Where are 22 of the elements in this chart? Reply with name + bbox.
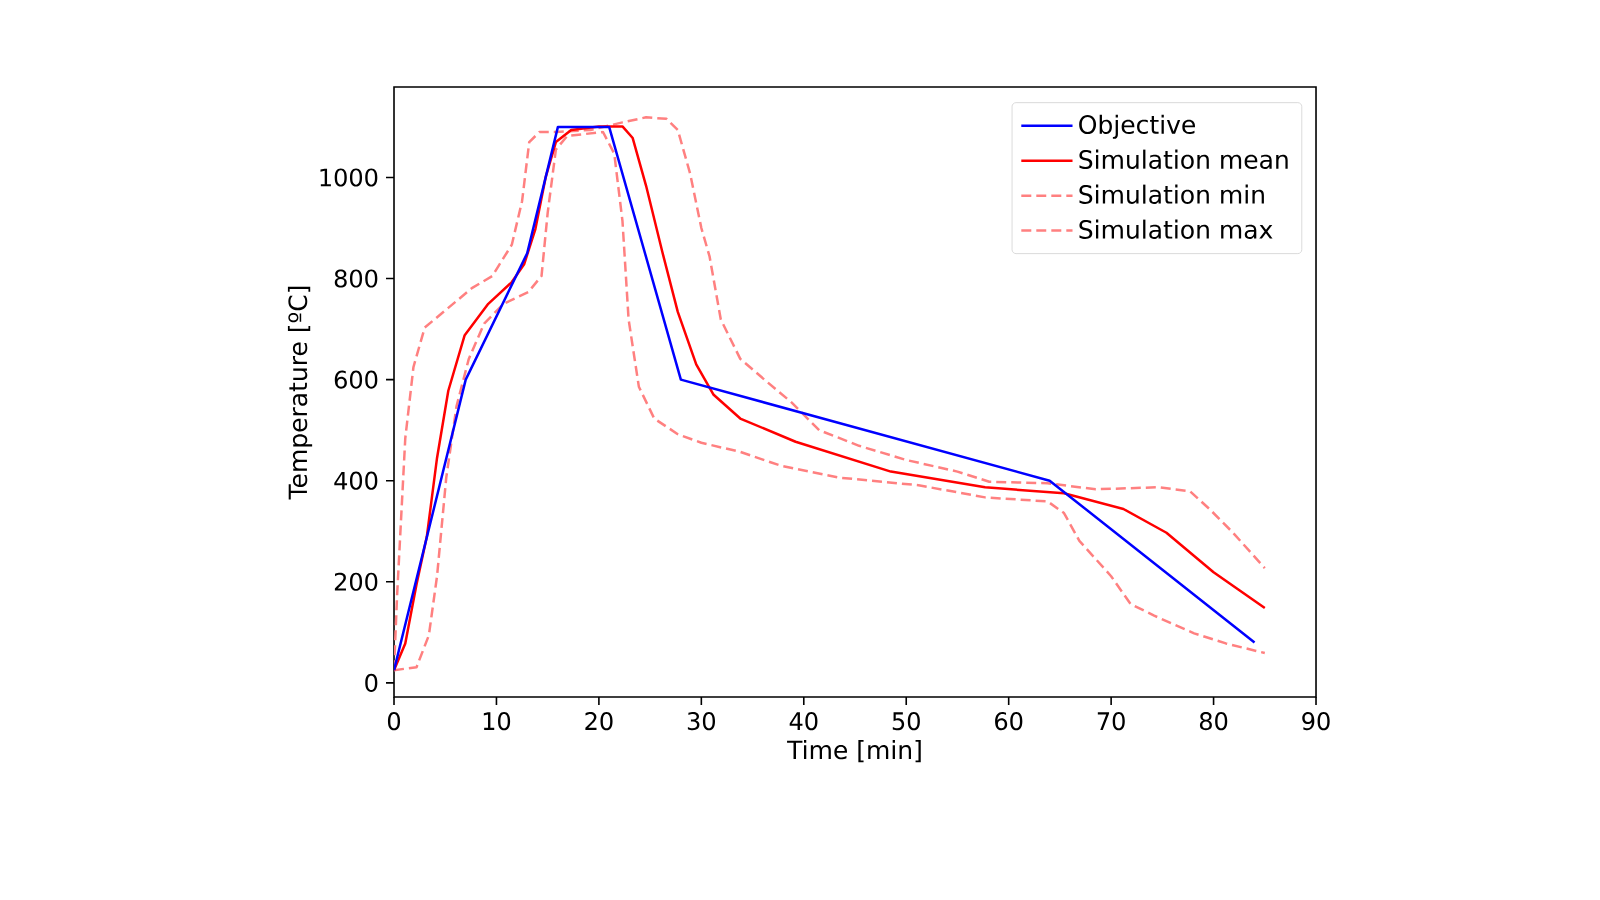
legend-label: Simulation min — [1079, 184, 1264, 204]
y-tick-label: 800 — [334, 269, 378, 288]
legend-label: Objective — [1079, 114, 1195, 139]
y-tick-label: 0 — [365, 673, 378, 692]
y-axis-title: Temperature [ºC] — [287, 286, 313, 500]
x-tick-label: 80 — [1199, 712, 1228, 731]
x-tick-label: 10 — [483, 712, 511, 731]
y-tick-label: 200 — [334, 572, 378, 591]
legend-label: Simulation max — [1079, 219, 1273, 239]
y-tick-label: 1000 — [320, 168, 378, 187]
x-tick-label: 0 — [387, 712, 401, 731]
x-tick-label: 40 — [789, 712, 818, 731]
x-tick-label: 70 — [1097, 712, 1125, 731]
x-tick-label: 30 — [687, 712, 716, 731]
x-tick-label: 20 — [585, 712, 613, 731]
x-axis-title: Time [min] — [787, 739, 921, 763]
x-tick-label: 60 — [995, 712, 1023, 731]
y-tick-label: 400 — [334, 471, 378, 490]
y-tick-label: 600 — [334, 370, 378, 389]
legend-label: Simulation mean — [1079, 149, 1288, 169]
x-tick-label: 50 — [892, 712, 920, 731]
x-tick-label: 90 — [1302, 712, 1330, 731]
